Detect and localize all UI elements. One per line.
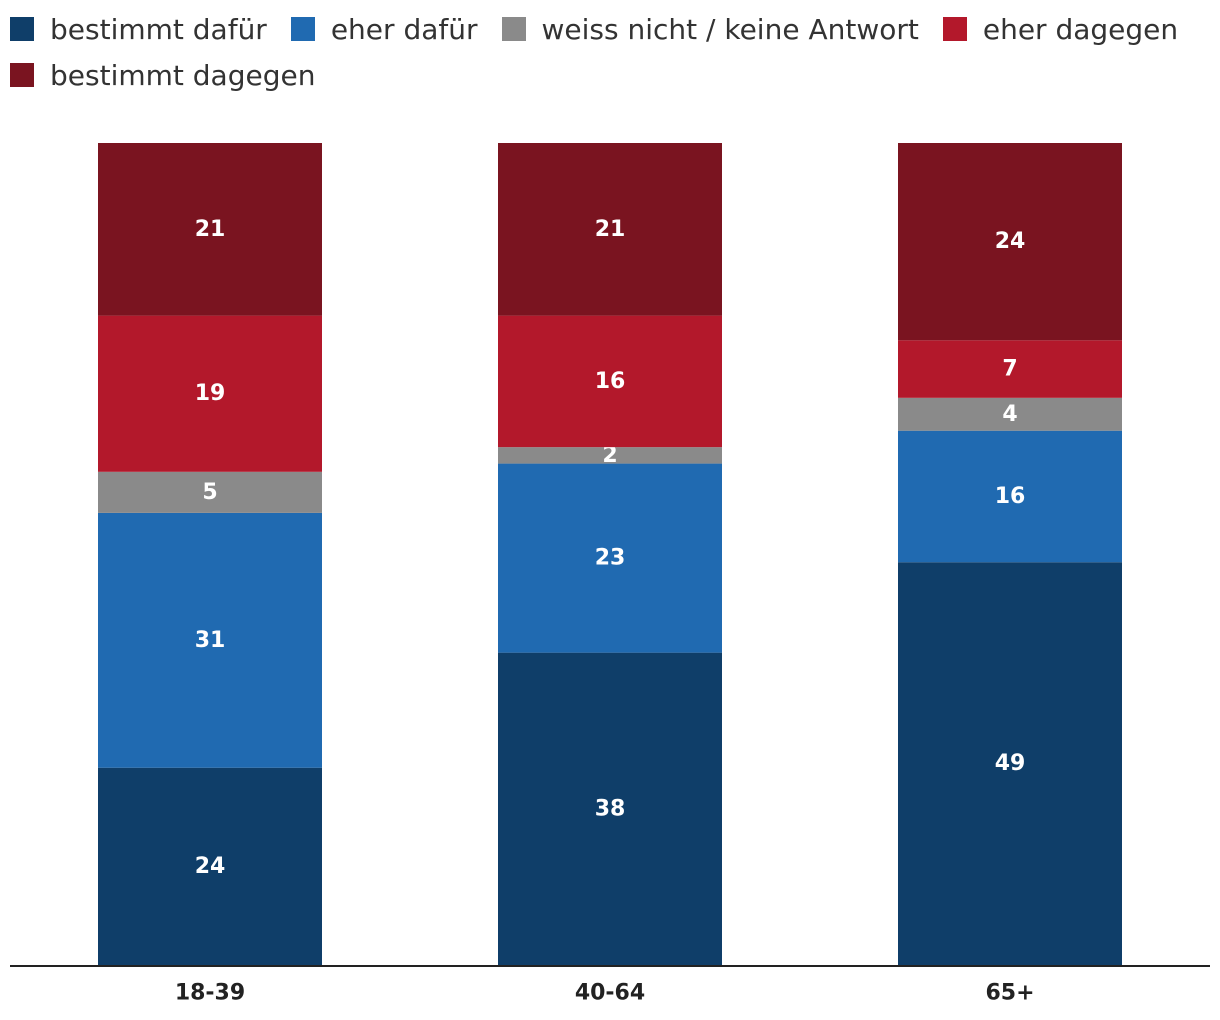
legend-item: bestimmt dagegen <box>10 58 315 92</box>
x-tick-label: 65+ <box>985 981 1034 1006</box>
legend-swatch <box>10 63 34 87</box>
legend-label: bestimmt dagegen <box>50 58 316 92</box>
legend-label: eher dafür <box>330 12 478 46</box>
bar-segment <box>898 340 1122 398</box>
bar-segment <box>98 767 322 965</box>
bar-segment <box>98 143 322 316</box>
legend-item: weiss nicht / keine Antwort <box>501 12 919 46</box>
data-label: 5 <box>202 480 217 505</box>
bar-segment <box>498 652 722 965</box>
legend-item: bestimmt dafür <box>10 12 267 46</box>
x-tick-label: 40-64 <box>575 981 645 1006</box>
bar-segment <box>498 447 722 464</box>
bar-segment <box>98 471 322 513</box>
data-label: 7 <box>1002 357 1017 382</box>
legend-label: eher dagegen <box>982 12 1179 46</box>
legend-swatch <box>10 17 34 41</box>
legend-swatch <box>501 17 526 41</box>
data-label: 38 <box>595 796 626 821</box>
data-label: 4 <box>1002 402 1017 427</box>
bar-segment <box>98 512 322 768</box>
x-tick-label: 18-39 <box>175 981 245 1006</box>
legend-item: eher dagegen <box>942 12 1179 46</box>
bar-segment <box>498 315 722 448</box>
bar-segment <box>898 562 1122 965</box>
data-label: 16 <box>995 484 1026 509</box>
bar-segment <box>98 315 322 472</box>
bar-segment <box>898 430 1122 563</box>
data-label: 21 <box>195 217 226 242</box>
data-label: 16 <box>595 369 626 394</box>
data-label: 21 <box>595 217 626 242</box>
legend-label: weiss nicht / keine Antwort <box>541 12 919 46</box>
bar-segment <box>498 143 722 316</box>
legend-swatch <box>942 17 967 41</box>
data-label: 49 <box>995 751 1026 776</box>
data-label: 2 <box>602 443 617 468</box>
legend-swatch <box>290 17 315 41</box>
legend-label: bestimmt dafür <box>50 12 267 46</box>
data-label: 23 <box>595 546 626 571</box>
data-label: 19 <box>195 381 226 406</box>
data-label: 31 <box>195 628 226 653</box>
bar-segment <box>898 397 1122 431</box>
legend-item: eher dafür <box>290 12 478 46</box>
chart-legend: bestimmt dafür eher dafür weiss nicht / ke… <box>10 12 1210 92</box>
bar-segment <box>898 143 1122 341</box>
data-label: 24 <box>195 854 226 879</box>
data-label: 24 <box>995 229 1026 254</box>
bar-segment <box>498 463 722 653</box>
